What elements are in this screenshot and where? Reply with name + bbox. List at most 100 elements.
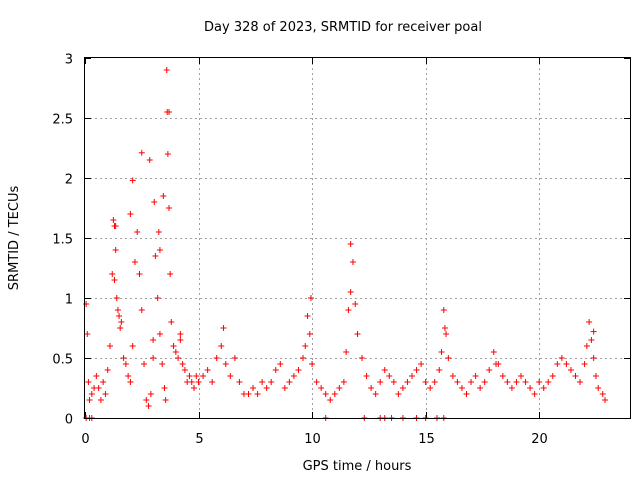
data-point	[104, 367, 111, 373]
data-point	[154, 295, 161, 301]
data-point	[352, 301, 359, 307]
data-point	[458, 385, 465, 391]
data-point	[85, 379, 92, 385]
data-point	[390, 379, 397, 385]
data-point	[368, 385, 375, 391]
data-point	[150, 355, 157, 361]
data-point	[395, 391, 402, 397]
y-tick-label: 2	[65, 173, 73, 188]
data-point	[120, 355, 127, 361]
data-point	[590, 355, 597, 361]
data-point	[168, 319, 175, 325]
data-point	[306, 331, 313, 337]
data-point	[508, 385, 515, 391]
data-point	[422, 379, 429, 385]
data-point	[531, 391, 538, 397]
data-point	[595, 385, 602, 391]
data-point	[181, 367, 188, 373]
data-point	[295, 367, 302, 373]
data-point	[109, 271, 116, 277]
data-point	[463, 391, 470, 397]
data-point	[193, 373, 200, 379]
y-tick-label: 2.5	[52, 113, 73, 128]
data-point	[138, 149, 145, 156]
data-point	[155, 229, 162, 235]
data-point	[304, 313, 311, 319]
data-point	[354, 331, 361, 337]
data-point	[518, 373, 524, 379]
data-point	[177, 331, 184, 337]
data-points	[83, 67, 609, 421]
data-point	[572, 373, 579, 379]
data-point	[427, 385, 434, 391]
data-point	[286, 379, 293, 385]
y-tick-label: 1	[65, 293, 73, 308]
data-point	[347, 289, 354, 295]
data-point	[372, 391, 379, 397]
data-point	[200, 373, 207, 379]
data-point	[499, 373, 506, 379]
data-point	[477, 385, 484, 391]
data-point	[440, 307, 447, 313]
data-point	[245, 391, 252, 397]
data-point	[413, 367, 420, 373]
data-point	[481, 379, 488, 385]
data-point	[268, 379, 275, 385]
data-point	[472, 373, 479, 379]
data-point	[129, 343, 136, 349]
data-point	[386, 373, 393, 379]
y-tick-label: 1.5	[52, 233, 73, 248]
data-point	[327, 397, 334, 403]
data-point	[162, 397, 169, 403]
data-point	[88, 391, 95, 397]
data-point	[188, 379, 195, 385]
data-point	[175, 355, 182, 361]
tick-labels: 0 5 10 15 20 0 0.5 1 1.5 2 2.5 3	[52, 53, 547, 448]
x-tick-label: 10	[304, 432, 321, 447]
data-point	[112, 247, 119, 253]
data-point	[86, 397, 93, 403]
data-point	[160, 193, 167, 199]
data-point	[445, 355, 452, 361]
data-point	[449, 373, 456, 379]
data-point	[359, 355, 366, 361]
data-point	[331, 391, 338, 397]
data-point	[567, 367, 574, 373]
data-point	[186, 373, 193, 379]
data-point	[602, 397, 609, 403]
data-point	[431, 379, 438, 385]
data-point	[97, 397, 104, 403]
x-tick-label: 20	[531, 432, 548, 447]
data-point	[545, 379, 552, 385]
data-point	[347, 241, 354, 247]
data-point	[100, 379, 107, 385]
data-point	[227, 373, 234, 379]
data-point	[146, 157, 153, 163]
data-point	[125, 373, 132, 379]
x-tick-label: 15	[418, 432, 435, 447]
data-point	[290, 373, 297, 379]
data-point	[127, 379, 134, 385]
data-point	[95, 385, 102, 391]
data-point	[254, 391, 261, 397]
data-point	[163, 67, 170, 73]
data-point	[127, 211, 134, 217]
data-point	[441, 325, 448, 331]
data-point	[143, 397, 150, 403]
data-point	[213, 355, 220, 361]
data-point	[156, 331, 163, 337]
data-point	[152, 253, 159, 259]
data-point	[112, 223, 119, 229]
data-point	[138, 307, 145, 313]
data-point	[443, 331, 450, 337]
data-point	[527, 385, 534, 391]
data-point	[195, 379, 202, 385]
data-point	[218, 343, 225, 349]
data-point	[554, 361, 561, 367]
data-point	[118, 319, 125, 325]
data-point	[418, 361, 425, 367]
data-point	[172, 349, 179, 355]
data-point	[147, 391, 154, 397]
